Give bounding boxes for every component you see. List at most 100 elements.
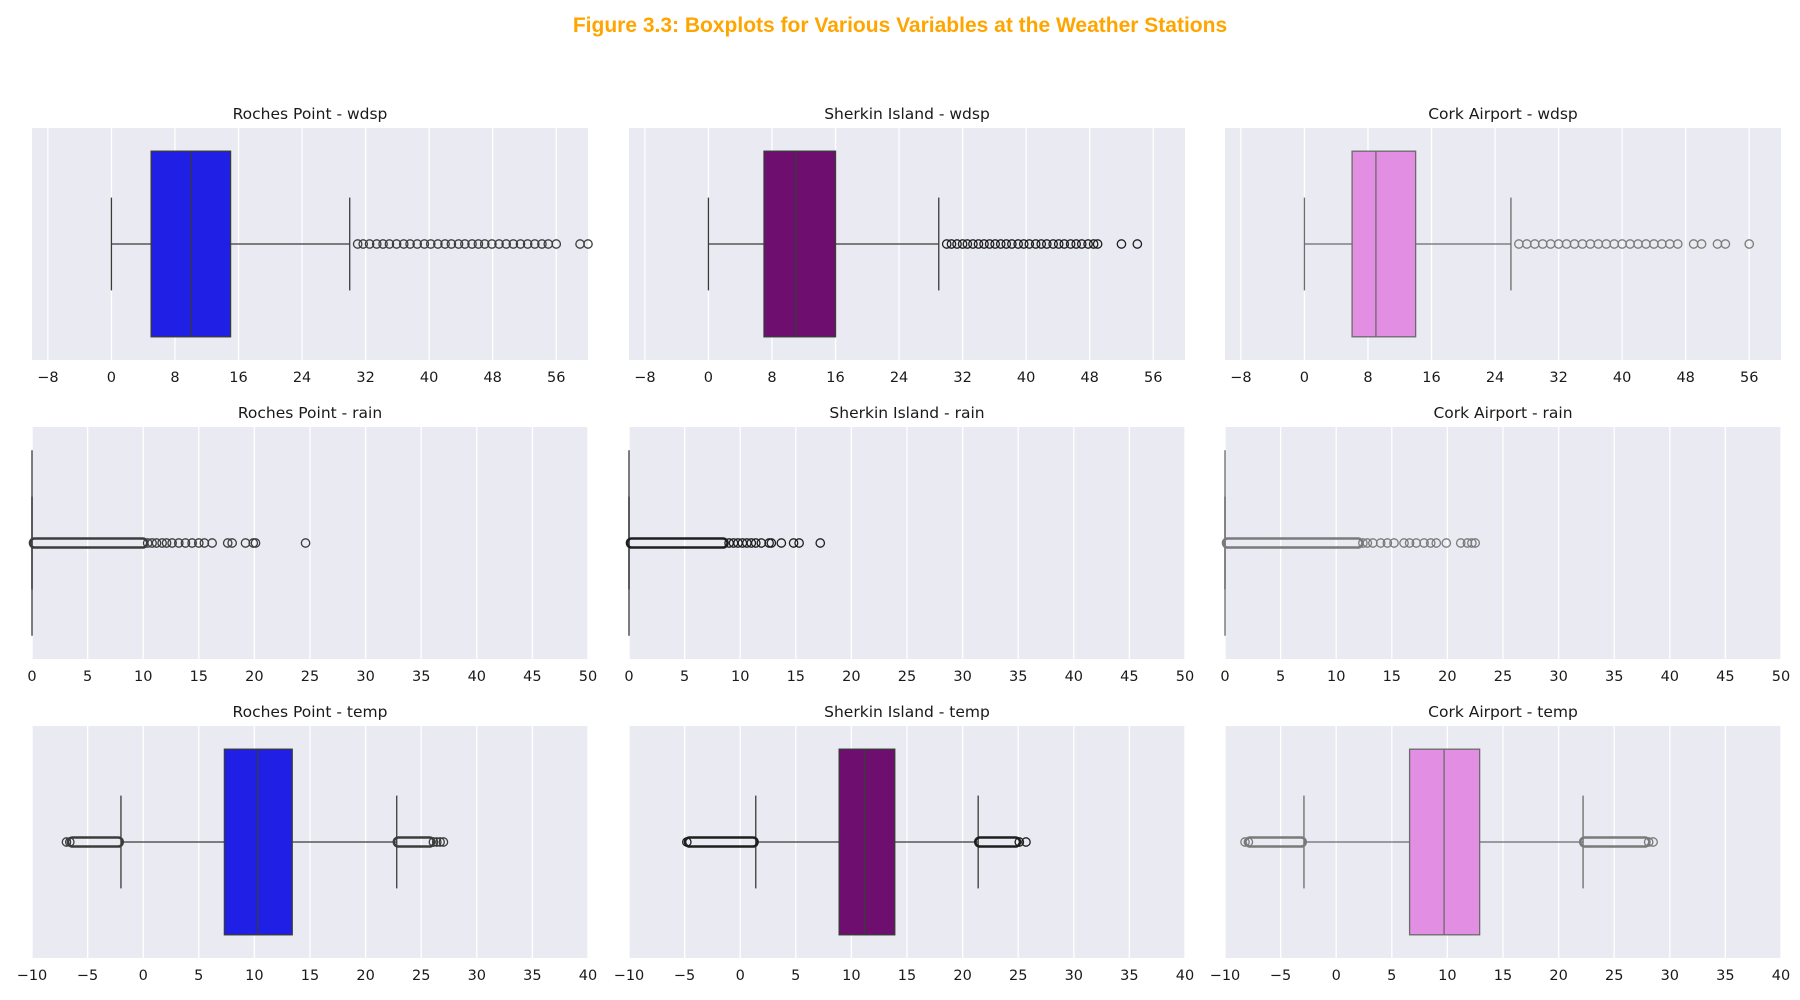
outlier-point	[435, 837, 445, 847]
outlier-point	[1431, 538, 1442, 548]
x-tick-label: −8	[1230, 370, 1251, 386]
outlier-point	[460, 239, 470, 249]
outlier-point	[815, 538, 826, 548]
boxplot-panel: 0 5 10 15 20 25 30 35 40 45 50 Cork Airport - rain	[1220, 404, 1790, 685]
outlier-point	[1059, 239, 1070, 249]
outlier-point	[419, 239, 430, 249]
outlier-point	[979, 239, 989, 249]
outlier-point	[681, 837, 692, 847]
x-tick-label: 10	[134, 669, 152, 685]
outlier-point	[962, 239, 973, 249]
outlier-point	[453, 239, 464, 249]
x-tick-label: 45	[523, 669, 541, 685]
x-tick-label: 32	[356, 370, 374, 386]
x-tick-label: 25	[1009, 968, 1027, 984]
outlier-point	[1389, 538, 1399, 548]
outlier-point	[1648, 837, 1658, 847]
panel-title: Cork Airport - temp	[1428, 703, 1578, 721]
figure-title: Figure 3.3: Boxplots for Various Variabl…	[572, 14, 1228, 37]
outlier-point	[371, 239, 382, 249]
x-tick-label: 50	[1176, 669, 1194, 685]
box-iqr	[1351, 150, 1417, 338]
panel-title: Cork Airport - rain	[1433, 404, 1572, 422]
panel-title: Cork Airport - wdsp	[1428, 105, 1578, 123]
x-tick-label: 35	[1605, 669, 1623, 685]
outlier-point	[300, 538, 311, 548]
x-tick-label: −8	[634, 370, 655, 386]
boxplot-panel: −10 −5 0 5 10 15 20 25 30 35 40 Sherkin Island - te…	[614, 703, 1195, 984]
x-tick-label: 40	[579, 968, 597, 984]
x-tick-label: 24	[293, 370, 311, 386]
panel-title: Roches Point - rain	[238, 404, 382, 422]
box-iqr	[763, 150, 837, 338]
x-tick-label: 30	[1661, 968, 1679, 984]
x-tick-label: 30	[468, 968, 486, 984]
x-tick-label: 56	[1740, 370, 1758, 386]
outlier-point	[537, 239, 547, 249]
outlier-point	[766, 538, 777, 548]
outlier-point	[1399, 538, 1409, 548]
x-tick-label: 5	[194, 968, 203, 984]
outlier-point	[1643, 837, 1654, 847]
outlier-point	[391, 239, 402, 249]
x-tick-label: 0	[1220, 669, 1229, 685]
outlier-point	[1092, 239, 1103, 249]
outlier-point	[207, 538, 217, 548]
outlier-point	[187, 538, 197, 548]
outlier-point	[551, 239, 562, 249]
outlier-point	[1053, 239, 1064, 249]
x-tick-label: 8	[1363, 370, 1372, 386]
outlier-band	[1221, 537, 1364, 549]
x-tick-label: 40	[1661, 669, 1679, 685]
x-tick-label: −10	[17, 968, 48, 984]
x-tick-label: 5	[1276, 669, 1285, 685]
x-tick-label: −8	[37, 370, 58, 386]
boxplot-panel: −8 0 8 16 24 32 40 48 56 Sherkin Island - wdsp	[629, 105, 1185, 386]
outlier-point	[378, 239, 388, 249]
outlier-point	[147, 538, 157, 548]
outlier-band	[66, 836, 125, 848]
outlier-point	[1001, 239, 1012, 249]
outlier-point	[1441, 538, 1452, 548]
outlier-point	[412, 239, 423, 249]
x-tick-label: 40	[1017, 370, 1035, 386]
outlier-point	[494, 239, 504, 249]
outlier-point	[501, 239, 512, 249]
outlier-point	[473, 239, 484, 249]
panel-title: Sherkin Island - wdsp	[824, 105, 990, 123]
outlier-point	[1696, 239, 1707, 249]
boxplot-panel: −8 0 8 16 24 32 40 48 56 Cork Airport - wdsp	[1225, 105, 1781, 386]
outlier-point	[1024, 239, 1035, 249]
outlier-band	[28, 537, 149, 549]
outlier-point	[529, 239, 540, 249]
outlier-point	[222, 538, 233, 548]
x-tick-label: 40	[1065, 669, 1083, 685]
outlier-point	[1382, 538, 1393, 548]
outlier-point	[1041, 239, 1052, 249]
x-tick-label: 24	[1486, 370, 1504, 386]
outlier-point	[941, 239, 952, 249]
x-tick-label: −10	[1210, 968, 1241, 984]
x-tick-label: −5	[674, 968, 695, 984]
x-tick-label: 20	[1438, 669, 1456, 685]
outlier-point	[746, 538, 757, 548]
x-tick-label: 40	[1772, 968, 1790, 984]
x-tick-label: 35	[1716, 968, 1734, 984]
outlier-point	[64, 837, 75, 847]
x-tick-label: 40	[1176, 968, 1194, 984]
x-tick-label: 20	[842, 669, 860, 685]
outlier-point	[364, 239, 375, 249]
outlier-point	[428, 837, 439, 847]
x-tick-label: 0	[27, 669, 36, 685]
outlier-point	[1467, 538, 1477, 548]
outlier-point	[1243, 837, 1254, 847]
x-tick-label: 5	[83, 669, 92, 685]
x-tick-label: 20	[953, 968, 971, 984]
x-tick-label: 25	[301, 669, 319, 685]
x-tick-label: 45	[1120, 669, 1138, 685]
x-tick-label: 0	[704, 370, 713, 386]
x-tick-label: 15	[190, 669, 208, 685]
x-tick-label: 25	[1494, 669, 1512, 685]
outlier-point	[358, 239, 369, 249]
boxplot-panel: 0 5 10 15 20 25 30 35 40 45 50 Roches Point - rain	[27, 404, 597, 685]
